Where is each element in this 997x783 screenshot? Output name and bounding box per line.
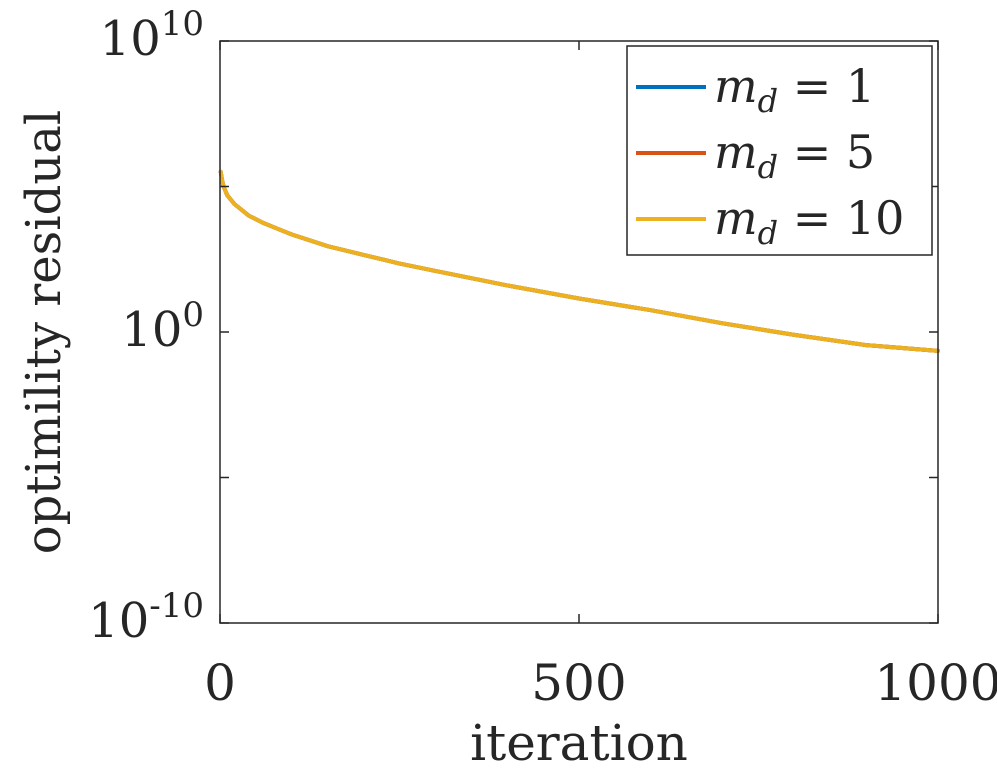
y-tick-label: 10-10 bbox=[88, 586, 204, 649]
x-tick-label: 1000 bbox=[874, 654, 997, 712]
x-axis-label: iteration bbox=[470, 714, 688, 772]
legend-entry-2: md = 5 bbox=[714, 125, 875, 186]
y-tick-label: 100 bbox=[121, 295, 204, 358]
legend: md = 1md = 5md = 10 bbox=[626, 45, 933, 256]
y-tick-label: 1010 bbox=[100, 4, 204, 67]
series-layer bbox=[218, 169, 940, 353]
series-line-3 bbox=[218, 169, 940, 353]
y-axis-label: optimility residual bbox=[16, 110, 72, 554]
x-tick-label: 500 bbox=[531, 654, 626, 712]
ticks-layer: 0 500 1000 10-10 100 1010 bbox=[88, 4, 997, 712]
x-tick-label: 0 bbox=[204, 654, 236, 712]
legend-entry-1: md = 1 bbox=[714, 59, 875, 120]
legend-entry-3: md = 10 bbox=[714, 191, 904, 252]
